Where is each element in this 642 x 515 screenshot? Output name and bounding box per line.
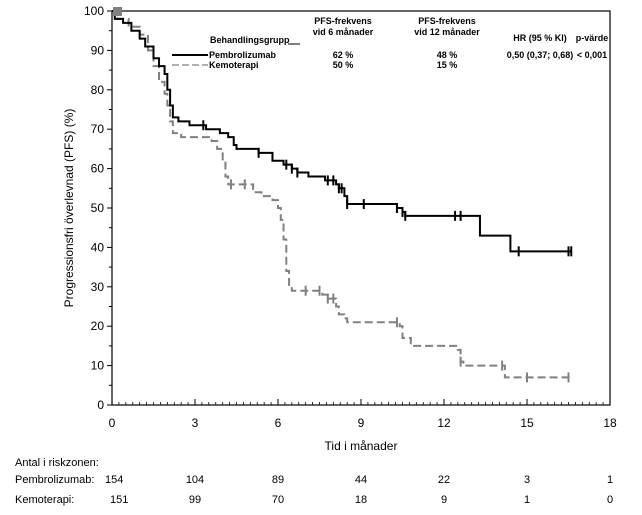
at-risk-value: 44 <box>354 474 368 486</box>
legend-header-pfs12-line2: vid 12 månader <box>414 27 480 37</box>
legend-pfs6-pembrolizumab: 62 % <box>333 50 354 60</box>
at-risk-value: 1 <box>606 474 614 486</box>
legend-hr-value: 0,50 (0,37; 0,68) <box>507 50 574 60</box>
axes: 0 10 20 30 40 50 60 70 80 90 100 0 3 6 9 12 15 18 <box>84 4 617 430</box>
at-risk-value: 0 <box>606 494 614 506</box>
legend-pfs12-pembrolizumab: 48 % <box>437 50 458 60</box>
at-risk-value: 18 <box>354 494 368 506</box>
y-tick-label: 70 <box>91 122 105 136</box>
x-tick-label: 15 <box>520 416 534 430</box>
at-risk-value: 89 <box>271 474 285 486</box>
y-tick-label: 20 <box>91 319 105 333</box>
x-axis-label: Tid i månader <box>325 439 398 453</box>
at-risk-value: 151 <box>110 494 129 506</box>
at-risk-value: 99 <box>188 494 202 506</box>
at-risk-value: 104 <box>185 474 205 486</box>
legend: Behandlingsgrupp PFS-frekvens vid 6 måna… <box>172 16 608 70</box>
legend-header-pfs6-line2: vid 6 månader <box>313 27 374 37</box>
y-tick-label: 80 <box>91 83 105 97</box>
at-risk-value: 9 <box>440 494 448 506</box>
legend-pfs12-kemoterapi: 15 % <box>437 60 458 70</box>
x-tick-label: 6 <box>275 416 282 430</box>
curves <box>112 7 573 383</box>
y-tick-label: 0 <box>97 398 104 412</box>
plot-frame <box>111 10 611 406</box>
at-risk-value: 70 <box>271 494 285 506</box>
legend-header-hr: HR (95 % KI) <box>513 33 567 43</box>
legend-pfs6-kemoterapi: 50 % <box>333 60 354 70</box>
legend-header-pfs6-line1: PFS-frekvens <box>314 16 372 26</box>
y-tick-label: 50 <box>91 201 105 215</box>
at-risk-value: 3 <box>523 474 531 486</box>
x-tick-label: 0 <box>109 416 116 430</box>
y-tick-label: 40 <box>91 240 105 254</box>
at-risk-label-kemoterapi: Kemoterapi: <box>15 494 75 506</box>
at-risk-value: 22 <box>437 474 451 486</box>
y-tick-label: 30 <box>91 280 105 294</box>
y-axis-label: Progressionsfri överlevnad (PFS) (%) <box>62 109 76 308</box>
y-tick-label: 10 <box>91 359 105 373</box>
legend-header-group: Behandlingsgrupp <box>210 35 290 45</box>
x-tick-label: 9 <box>358 416 365 430</box>
legend-label-pembrolizumab: Pembrolizumab <box>209 50 277 60</box>
x-tick-label: 18 <box>603 416 617 430</box>
legend-header-p: p-värde <box>576 33 609 43</box>
x-tick-label: 12 <box>437 416 451 430</box>
y-tick-label: 100 <box>84 4 104 18</box>
x-tick-label: 3 <box>192 416 199 430</box>
km-chart: 0 10 20 30 40 50 60 70 80 90 100 0 3 6 9 12 15 18 Behandl… <box>62 4 617 453</box>
km-curve-kemoterapi <box>112 10 569 379</box>
at-risk-label-pembrolizumab: Pembrolizumab: <box>15 474 95 486</box>
at-risk-title: Antal i riskzonen: <box>15 457 99 469</box>
y-tick-label: 60 <box>91 162 105 176</box>
legend-label-kemoterapi: Kemoterapi <box>209 60 259 70</box>
at-risk-value: 154 <box>105 474 124 486</box>
km-curve-pembrolizumab <box>112 10 572 253</box>
start-marker <box>113 7 122 16</box>
legend-p-value: < 0,001 <box>577 50 607 60</box>
legend-header-pfs12-line1: PFS-frekvens <box>418 16 476 26</box>
at-risk-value: 1 <box>523 494 531 506</box>
y-tick-label: 90 <box>91 43 105 57</box>
